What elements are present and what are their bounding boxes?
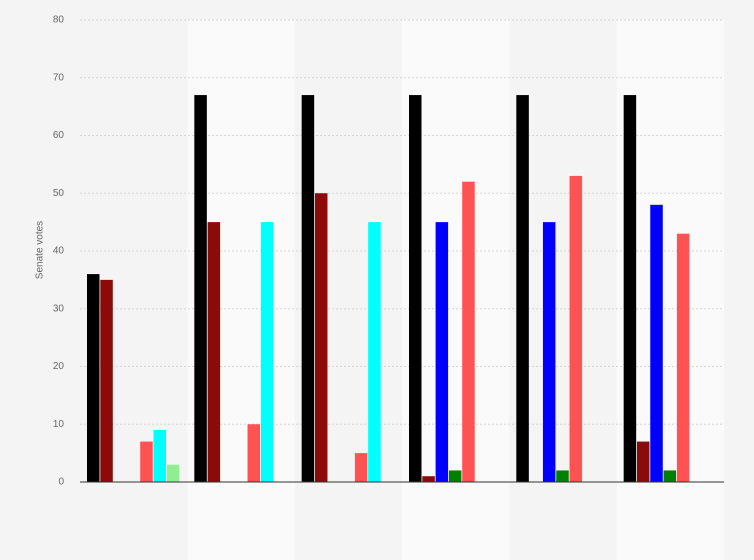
bar [260, 222, 274, 482]
bar [435, 222, 449, 482]
bar [636, 441, 650, 482]
bar [556, 470, 569, 482]
bar [140, 441, 153, 482]
bar [368, 222, 381, 482]
y-tick-label: 60 [53, 130, 65, 141]
bar [207, 222, 221, 482]
bar [542, 222, 556, 482]
bar [409, 95, 422, 482]
bar [676, 233, 690, 482]
y-tick-label: 50 [53, 188, 65, 199]
bar [100, 279, 113, 482]
y-tick-label: 0 [58, 477, 64, 488]
bar [301, 95, 315, 482]
y-tick-label: 10 [53, 419, 65, 430]
bar [422, 476, 435, 482]
bar [166, 464, 180, 482]
bar [516, 95, 529, 482]
y-tick-label: 80 [53, 15, 65, 26]
bar [354, 453, 368, 482]
y-tick-label: 30 [53, 303, 65, 314]
bar [194, 95, 207, 482]
bar [569, 175, 583, 483]
y-tick-label: 40 [53, 246, 65, 257]
bar [462, 181, 475, 482]
bar [650, 204, 663, 483]
bar [663, 470, 677, 482]
y-tick-label: 20 [53, 361, 65, 372]
bar [153, 430, 166, 482]
bar [87, 274, 100, 482]
bar [247, 424, 261, 482]
y-axis-label: Senate votes [35, 221, 46, 279]
bar [448, 470, 462, 482]
bar [623, 95, 637, 482]
y-tick-label: 70 [53, 72, 65, 83]
bar [314, 193, 328, 482]
